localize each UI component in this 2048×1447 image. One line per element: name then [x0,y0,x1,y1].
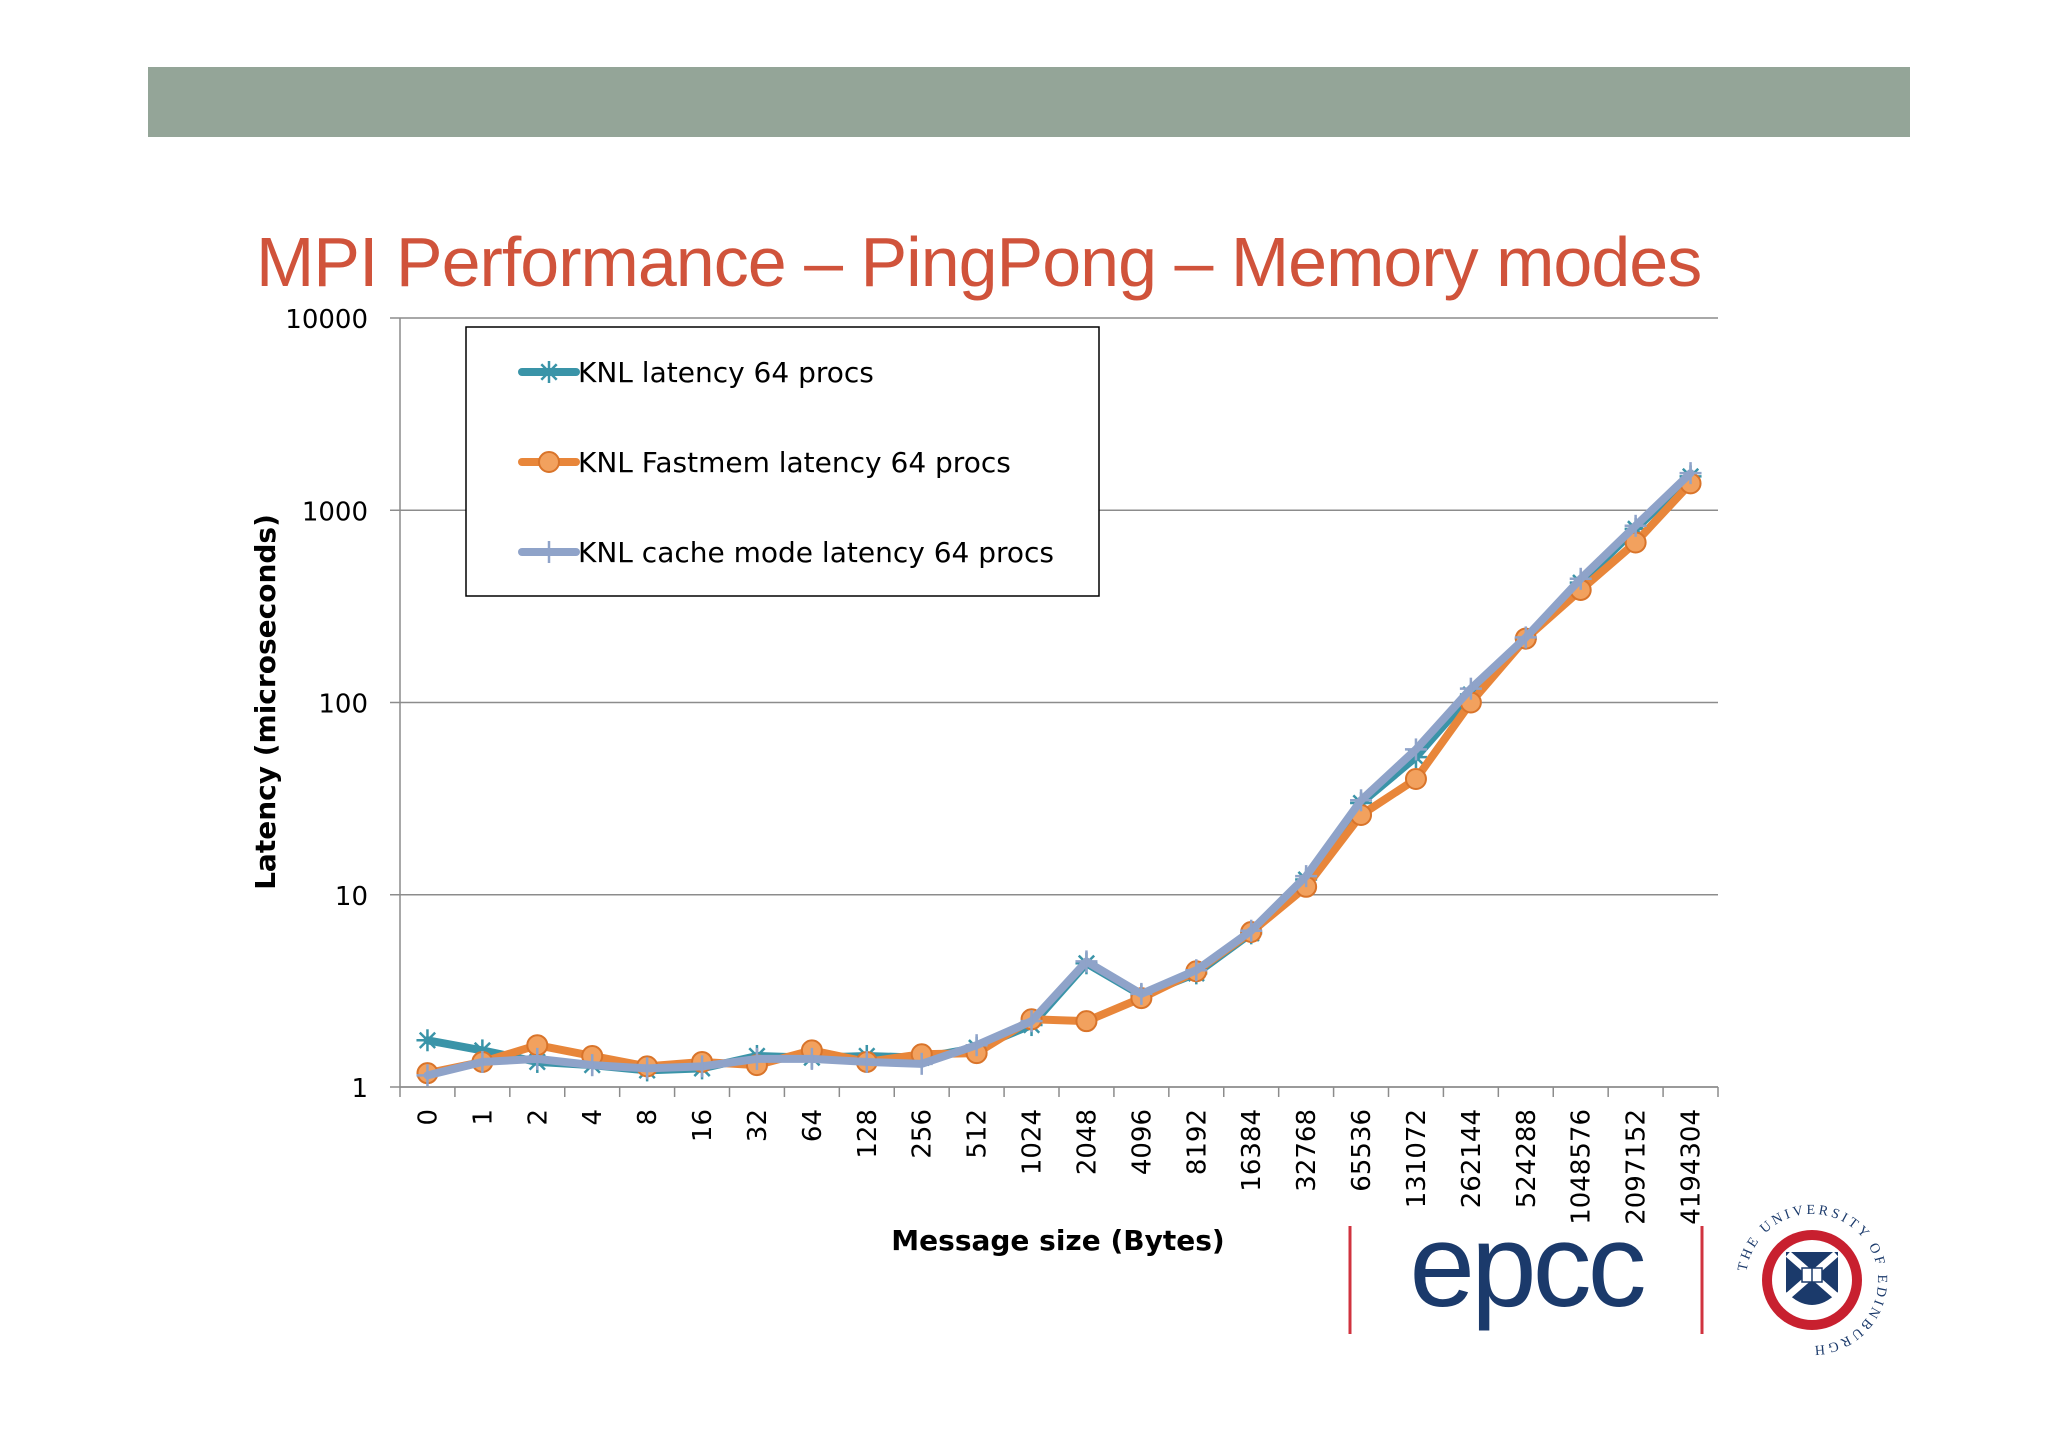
legend-label: KNL Fastmem latency 64 procs [578,446,1011,479]
legend-marker [538,541,560,563]
data-point [1130,982,1153,1005]
data-point [1185,959,1208,982]
x-tick-label: 32 [743,1109,773,1142]
x-axis-label: Message size (Bytes) [891,1224,1224,1257]
chart-legend: KNL latency 64 procs KNL Fastmem latency … [465,326,1100,597]
data-point [1240,919,1263,942]
data-point [1404,738,1427,761]
data-point [1350,789,1373,812]
x-tick-label: 2048 [1072,1109,1102,1175]
epcc-logo: epcc [1348,1222,1704,1334]
x-tick-label: 64 [798,1109,828,1142]
legend-marker [538,451,560,473]
x-tick-label: 4194304 [1677,1109,1707,1225]
x-tick-label: 256 [908,1109,938,1159]
x-tick-label: 512 [963,1109,993,1159]
data-point [1459,677,1482,700]
data-point [1075,1010,1098,1033]
legend-label: KNL cache mode latency 64 procs [578,536,1054,569]
data-point [416,1064,439,1087]
data-point [1679,462,1702,485]
data-point [910,1052,933,1075]
x-tick-label: 131072 [1402,1109,1432,1208]
data-point [1075,950,1098,973]
data-point [1020,1010,1043,1033]
x-tick-label: 4096 [1127,1109,1157,1175]
data-point [471,1050,494,1073]
x-tick-label: 4 [578,1109,608,1126]
x-tick-label: 524288 [1512,1109,1542,1208]
legend-marker [538,361,560,383]
x-tick-label: 0 [413,1109,443,1126]
x-tick-label: 32768 [1292,1109,1322,1192]
data-point [1624,514,1647,537]
x-tick-label: 8 [633,1109,663,1126]
data-point [581,1054,604,1077]
y-tick-label: 1000 [302,497,368,527]
y-axis-label: Latency (microseconds) [249,514,282,890]
slide-title: MPI Performance – PingPong – Memory mode… [256,223,1702,301]
data-point [855,1050,878,1073]
epcc-logo-text: epcc [1409,1222,1643,1332]
data-point [526,1047,549,1070]
data-point [416,1029,439,1052]
x-tick-label: 1 [468,1109,498,1126]
y-tick-label: 10000 [285,305,368,335]
x-tick-label: 65536 [1347,1109,1377,1192]
x-tick-label: 8192 [1182,1109,1212,1175]
x-tick-label: 128 [853,1109,883,1159]
x-tick-label: 1048576 [1567,1109,1597,1225]
x-tick-label: 16 [688,1109,718,1142]
data-point [1404,768,1427,791]
y-tick-label: 100 [318,690,368,720]
data-point [745,1047,768,1070]
x-tick-label: 262144 [1457,1109,1487,1208]
data-point [1514,626,1537,649]
x-tick-label: 16384 [1237,1109,1267,1192]
data-point [1295,865,1318,888]
data-point [636,1057,659,1080]
x-tick-label: 2 [523,1109,553,1126]
data-point [800,1047,823,1070]
y-tick-label: 10 [335,882,368,912]
legend-label: KNL latency 64 procs [578,356,874,389]
data-point [691,1055,714,1078]
y-tick-label: 1 [351,1074,368,1104]
data-point [965,1034,988,1057]
x-tick-label: 2097152 [1622,1109,1652,1225]
data-point [1569,567,1592,590]
university-seal: THE UNIVERSITY OF EDINBURGH [1736,1203,1887,1357]
slide-header-band [148,67,1910,137]
x-tick-label: 1024 [1018,1109,1048,1175]
